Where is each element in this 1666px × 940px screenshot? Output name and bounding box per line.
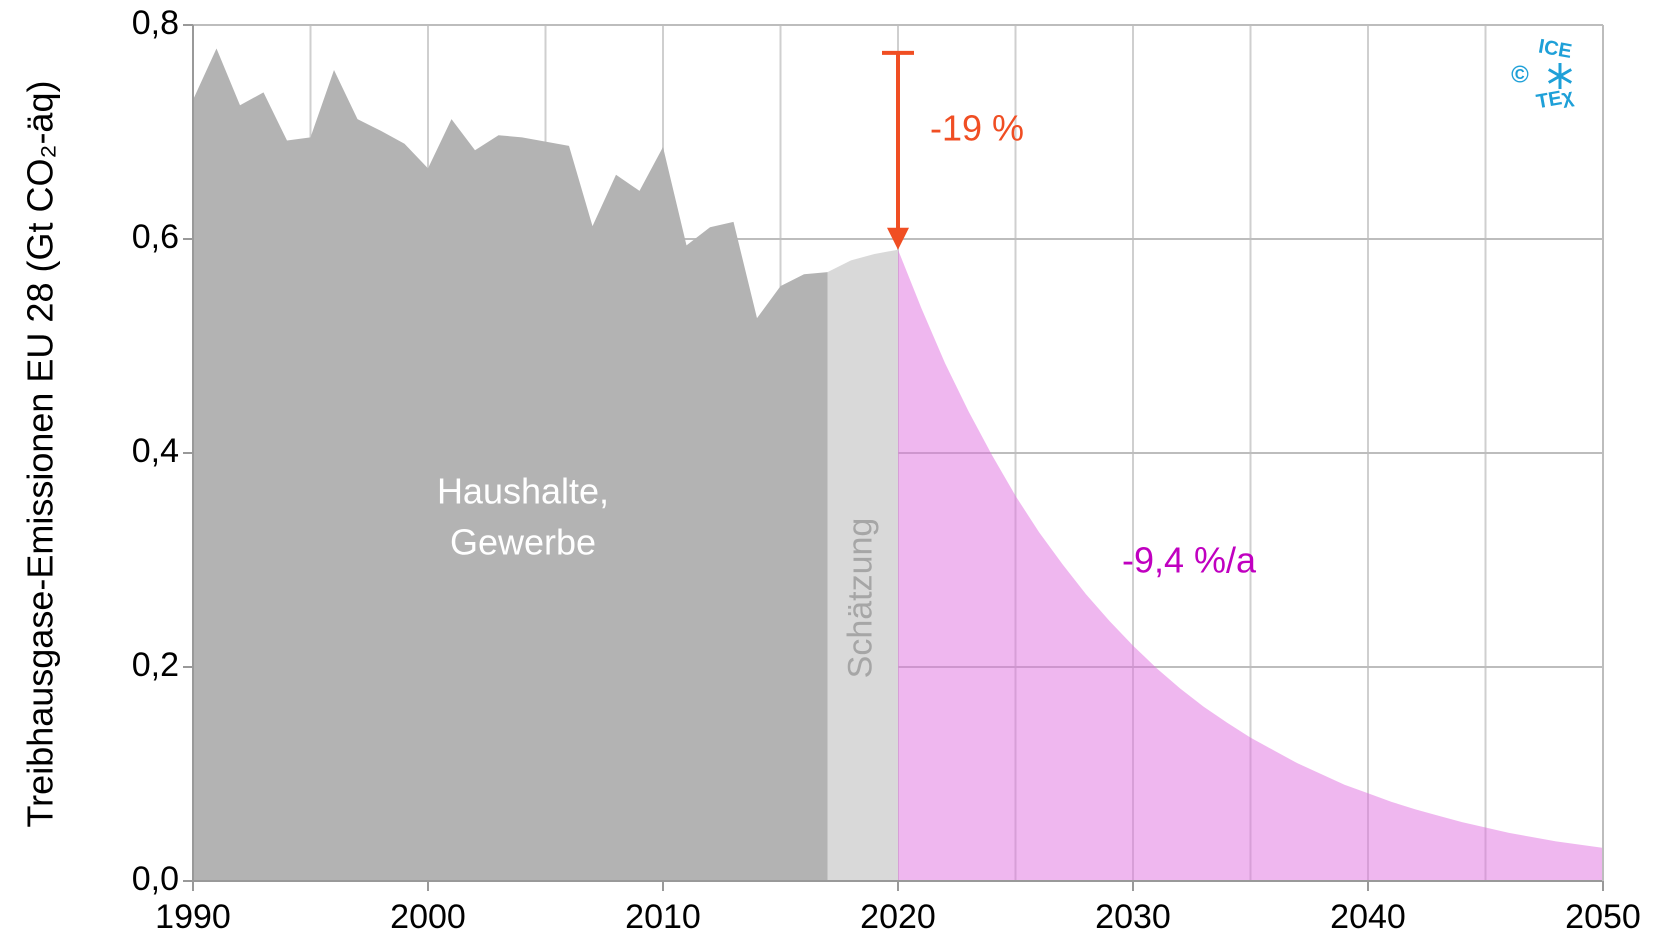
y-tick-label: 0,2 bbox=[132, 646, 179, 684]
x-tick-label: 2020 bbox=[860, 898, 936, 936]
x-tick-label: 2030 bbox=[1095, 898, 1171, 936]
area bbox=[827, 249, 898, 881]
annotation-label: -19 % bbox=[930, 108, 1024, 149]
y-tick-label: 0,4 bbox=[132, 432, 179, 470]
x-tick-label: 2040 bbox=[1330, 898, 1406, 936]
area bbox=[898, 249, 1603, 881]
logo-text: ICE bbox=[1537, 36, 1574, 63]
series-label: -9,4 %/a bbox=[1122, 540, 1257, 581]
x-tick-label: 2000 bbox=[390, 898, 466, 936]
series-label: Gewerbe bbox=[450, 522, 596, 563]
y-tick-label: 0,0 bbox=[132, 860, 179, 898]
area bbox=[193, 48, 828, 882]
logo-text: © bbox=[1511, 61, 1529, 88]
logo-snowflake bbox=[1547, 68, 1573, 84]
y-tick-label: 0,8 bbox=[132, 4, 179, 42]
x-tick-label: 2010 bbox=[625, 898, 701, 936]
series-label: Haushalte, bbox=[437, 471, 609, 512]
series-label: Schätzung bbox=[842, 518, 880, 679]
y-axis-label: Treibhausgase-Emissionen EU 28 (Gt CO₂-ä… bbox=[20, 81, 61, 828]
arrow-head bbox=[887, 227, 909, 250]
logo-text: TEχ bbox=[1535, 85, 1576, 113]
x-tick-label: 1990 bbox=[155, 898, 231, 936]
x-tick-label: 2050 bbox=[1565, 898, 1641, 936]
y-tick-label: 0,6 bbox=[132, 218, 179, 256]
